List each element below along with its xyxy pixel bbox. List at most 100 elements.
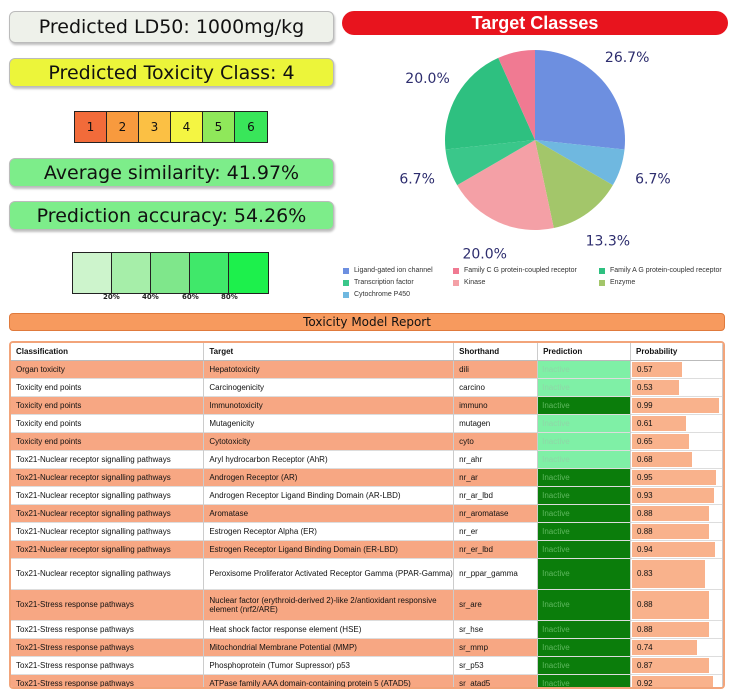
prediction-badge: Inactive (538, 432, 631, 450)
probability-value: 0.74 (637, 642, 653, 652)
cell-shorthand: nr_ppar_gamma (453, 557, 539, 589)
cell-shorthand: immuno (453, 395, 539, 414)
prediction-badge: Inactive (538, 558, 631, 589)
cell-target: Androgen Receptor Ligand Binding Domain … (203, 485, 455, 504)
header-classification[interactable]: Classification (11, 343, 205, 361)
header-probability[interactable]: Probability (630, 343, 723, 361)
cell-target: Immunotoxicity (203, 395, 455, 414)
table-row[interactable]: Tox21-Nuclear receptor signalling pathwa… (11, 521, 723, 540)
similarity-label-60: 60% (182, 293, 199, 301)
cell-classification: Tox21-Stress response pathways (11, 588, 205, 620)
predicted-ld50: Predicted LD50: 1000mg/kg (9, 11, 334, 43)
cell-classification: Tox21-Nuclear receptor signalling pathwa… (11, 557, 205, 589)
legend-swatch (343, 279, 349, 286)
probability-bar (632, 590, 710, 619)
legend-item: Ligand-gated ion channel (343, 267, 433, 274)
probability-value: 0.53 (637, 382, 653, 392)
similarity-cell (229, 253, 268, 293)
header-target[interactable]: Target (203, 343, 455, 361)
prediction-badge: Inactive (538, 620, 631, 638)
cell-shorthand: carcino (453, 377, 539, 396)
table-row[interactable]: Toxicity end points Carcinogenicity carcin… (11, 377, 723, 396)
probability-bar (632, 397, 720, 413)
cell-target: Estrogen Receptor Ligand Binding Domain … (203, 539, 455, 558)
cell-probability: 0.88 (630, 588, 723, 620)
cell-probability: 0.53 (630, 377, 723, 396)
probability-bar (632, 657, 709, 673)
probability-bar (632, 451, 692, 467)
prediction-badge: Inactive (538, 589, 631, 620)
probability-value: 0.83 (637, 569, 653, 578)
cell-prediction: Inactive (537, 557, 632, 589)
cell-classification: Tox21-Nuclear receptor signalling pathwa… (11, 467, 205, 486)
prediction-badge: Inactive (538, 468, 631, 486)
table-row[interactable]: Tox21-Nuclear receptor signalling pathwa… (11, 503, 723, 522)
table-row[interactable]: Tox21-Nuclear receptor signalling pathwa… (11, 449, 723, 468)
cell-classification: Tox21-Stress response pathways (11, 619, 205, 638)
probability-bar (632, 379, 679, 395)
report-body: Organ toxicity Hepatotoxicity dili Inactive… (11, 359, 723, 687)
header-shorthand[interactable]: Shorthand (453, 343, 539, 361)
cell-target: Aromatase (203, 503, 455, 522)
legend-item: Family A G protein-coupled receptor (599, 267, 722, 274)
probability-value: 0.68 (637, 454, 653, 464)
probability-value: 0.99 (637, 400, 653, 410)
cell-shorthand: nr_ar (453, 467, 539, 486)
table-row[interactable]: Tox21-Stress response pathways Mitochondr… (11, 637, 723, 656)
prediction-badge: Inactive (538, 674, 631, 687)
cell-prediction: Inactive (537, 485, 632, 504)
cell-shorthand: sr_hse (453, 619, 539, 638)
predicted-toxicity-class: Predicted Toxicity Class: 4 (9, 58, 334, 87)
table-row[interactable]: Tox21-Stress response pathways Heat shock… (11, 619, 723, 638)
similarity-cell (190, 253, 229, 293)
table-row[interactable]: Tox21-Stress response pathways ATPase fam… (11, 673, 723, 687)
cell-classification: Toxicity end points (11, 377, 205, 396)
table-row[interactable]: Tox21-Nuclear receptor signalling pathwa… (11, 485, 723, 504)
cell-shorthand: nr_ar_lbd (453, 485, 539, 504)
cell-probability: 0.99 (630, 395, 723, 414)
cell-shorthand: cyto (453, 431, 539, 450)
cell-target: Phosphoprotein (Tumor Supressor) p53 (203, 655, 455, 674)
prediction-badge: Inactive (538, 504, 631, 522)
cell-classification: Tox21-Stress response pathways (11, 655, 205, 674)
probability-value: 0.57 (637, 364, 653, 374)
cell-probability: 0.65 (630, 431, 723, 450)
cell-prediction: Inactive (537, 539, 632, 558)
cell-shorthand: nr_ahr (453, 449, 539, 468)
cell-probability: 0.93 (630, 485, 723, 504)
table-row[interactable]: Toxicity end points Cytotoxicity cyto Inact… (11, 431, 723, 450)
cell-probability: 0.88 (630, 503, 723, 522)
cell-shorthand: nr_er (453, 521, 539, 540)
table-row[interactable]: Toxicity end points Mutagenicity mutagen In… (11, 413, 723, 432)
prediction-badge: Inactive (538, 486, 631, 504)
table-row[interactable]: Toxicity end points Immunotoxicity immuno I… (11, 395, 723, 414)
pie-slice-label: 26.7% (605, 50, 649, 66)
cell-classification: Tox21-Stress response pathways (11, 637, 205, 656)
table-row[interactable]: Tox21-Stress response pathways Phosphopro… (11, 655, 723, 674)
probability-bar (632, 541, 715, 557)
probability-bar (632, 415, 686, 431)
probability-value: 0.61 (637, 418, 653, 428)
cell-classification: Tox21-Nuclear receptor signalling pathwa… (11, 449, 205, 468)
table-row[interactable]: Organ toxicity Hepatotoxicity dili Inactive… (11, 359, 723, 378)
cell-target: Androgen Receptor (AR) (203, 467, 455, 486)
cell-shorthand: nr_er_lbd (453, 539, 539, 558)
table-row[interactable]: Tox21-Stress response pathways Nuclear fa… (11, 588, 723, 620)
cell-probability: 0.88 (630, 521, 723, 540)
cell-shorthand: sr_atad5 (453, 673, 539, 687)
probability-value: 0.95 (637, 472, 653, 482)
probability-value: 0.88 (637, 600, 653, 609)
header-prediction[interactable]: Prediction (537, 343, 632, 361)
table-row[interactable]: Tox21-Nuclear receptor signalling pathwa… (11, 467, 723, 486)
cell-prediction: Inactive (537, 673, 632, 687)
legend-item: Transcription factor (343, 279, 414, 286)
cell-prediction: Inactive (537, 588, 632, 620)
cell-probability: 0.74 (630, 637, 723, 656)
legend-label: Transcription factor (354, 279, 414, 286)
cell-prediction: Inactive (537, 431, 632, 450)
table-row[interactable]: Tox21-Nuclear receptor signalling pathwa… (11, 557, 723, 589)
probability-bar (632, 559, 706, 588)
cell-shorthand: dili (453, 359, 539, 378)
similarity-label-80: 80% (221, 293, 238, 301)
table-row[interactable]: Tox21-Nuclear receptor signalling pathwa… (11, 539, 723, 558)
